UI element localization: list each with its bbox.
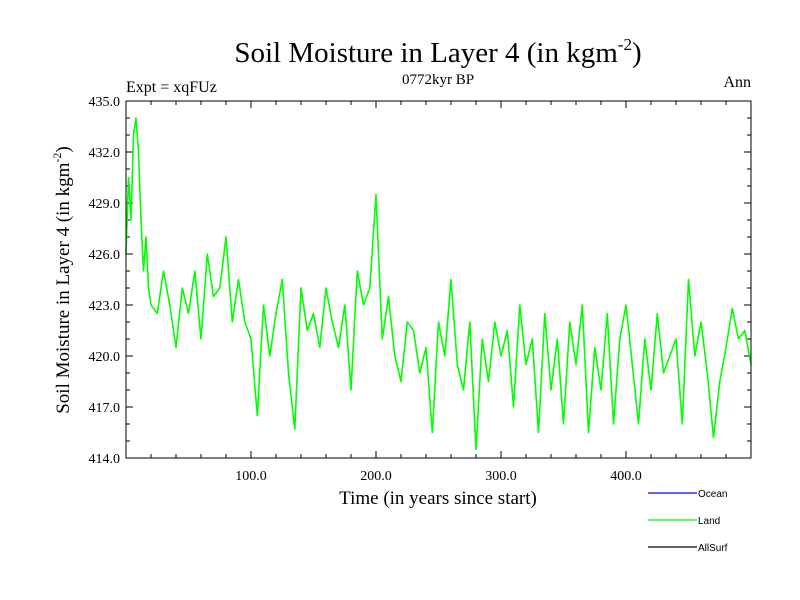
y-tick-label: 414.0 [89, 452, 121, 467]
y-tick-label: 432.0 [89, 146, 121, 161]
y-tick-label: 420.0 [89, 350, 121, 365]
series-line-land [125, 117, 752, 451]
x-tick-label: 200.0 [360, 469, 392, 484]
y-axis-label: Soil Moisture in Layer 4 (in kgm-2) [50, 146, 74, 414]
x-tick-label: 400.0 [610, 469, 642, 484]
legend-label-allsurf: AllSurf [698, 543, 728, 554]
legend-label-ocean: Ocean [698, 489, 727, 500]
legend: Ocean Land AllSurf [648, 489, 728, 554]
series-layer [125, 117, 752, 451]
y-tick-label: 417.0 [89, 401, 121, 416]
legend-label-land: Land [698, 516, 720, 527]
subtitle-right: Ann [723, 74, 751, 91]
x-tick-label: 100.0 [235, 469, 267, 484]
y-tick-label: 429.0 [89, 197, 121, 212]
x-tick-label: 300.0 [485, 469, 517, 484]
y-tick-label: 423.0 [89, 299, 121, 314]
axis-ticks: 414.0 417.0 420.0 423.0 426.0 429.0 432.0 435.0… [89, 95, 751, 484]
subtitle-left: Expt = xqFUz [126, 79, 217, 96]
subtitle-center: 0772kyr BP [402, 72, 474, 88]
x-axis-label: Time (in years since start) [339, 488, 537, 509]
chart-title: Soil Moisture in Layer 4 (in kgm-2) [234, 35, 641, 69]
y-tick-label: 426.0 [89, 248, 121, 263]
plot-frame [125, 100, 752, 459]
y-tick-label: 435.0 [89, 95, 121, 110]
